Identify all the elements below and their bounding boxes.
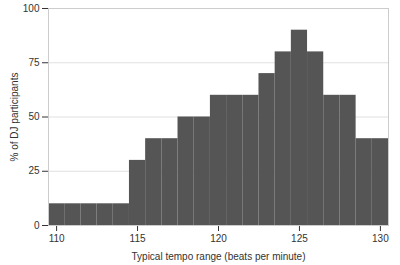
- svg-text:% of DJ participants: % of DJ participants: [9, 73, 20, 162]
- svg-text:115: 115: [130, 233, 146, 244]
- svg-text:Typical tempo range (beats per: Typical tempo range (beats per minute): [132, 251, 306, 262]
- svg-text:110: 110: [49, 233, 65, 244]
- svg-text:50: 50: [28, 111, 40, 122]
- svg-text:100: 100: [23, 3, 40, 14]
- svg-text:130: 130: [372, 233, 389, 244]
- svg-text:125: 125: [291, 233, 308, 244]
- svg-text:25: 25: [28, 165, 40, 176]
- svg-text:120: 120: [210, 233, 227, 244]
- svg-text:75: 75: [28, 57, 40, 68]
- svg-text:0: 0: [34, 220, 40, 231]
